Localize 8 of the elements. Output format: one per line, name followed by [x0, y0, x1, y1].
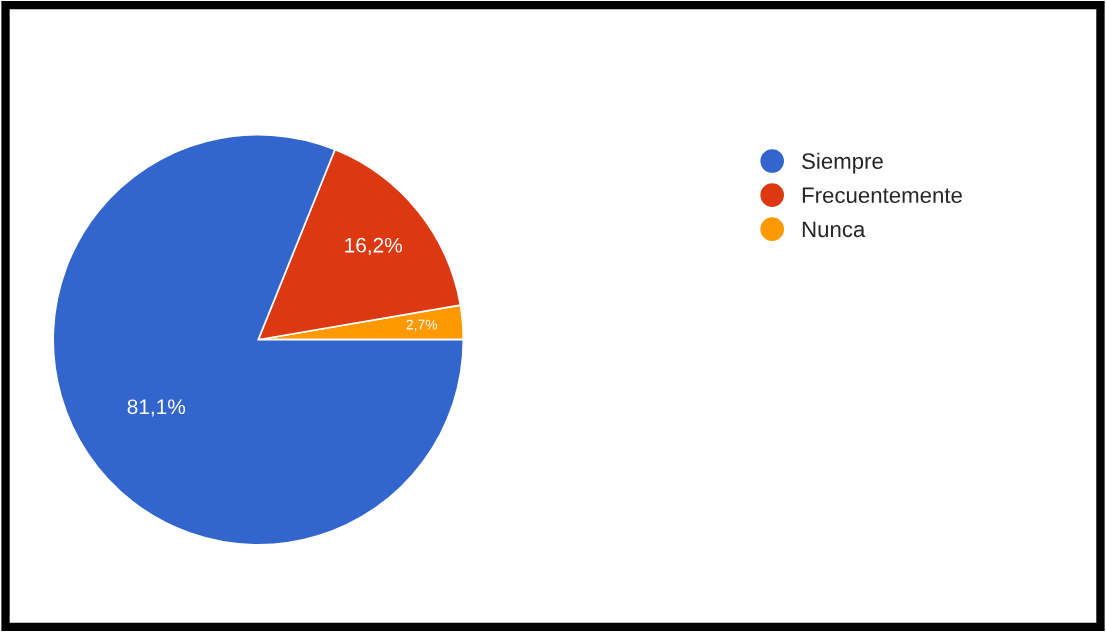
data-label: 81,1% — [127, 399, 186, 417]
data-label: 2,7% — [406, 319, 438, 332]
legend-label: Siempre — [802, 152, 883, 174]
pie-slice — [52, 133, 465, 546]
legend-label: Nunca — [802, 221, 866, 238]
data-label: 16,2% — [345, 237, 402, 256]
legend-label: Frecuentemente — [802, 187, 962, 204]
pie-slice — [257, 148, 462, 341]
